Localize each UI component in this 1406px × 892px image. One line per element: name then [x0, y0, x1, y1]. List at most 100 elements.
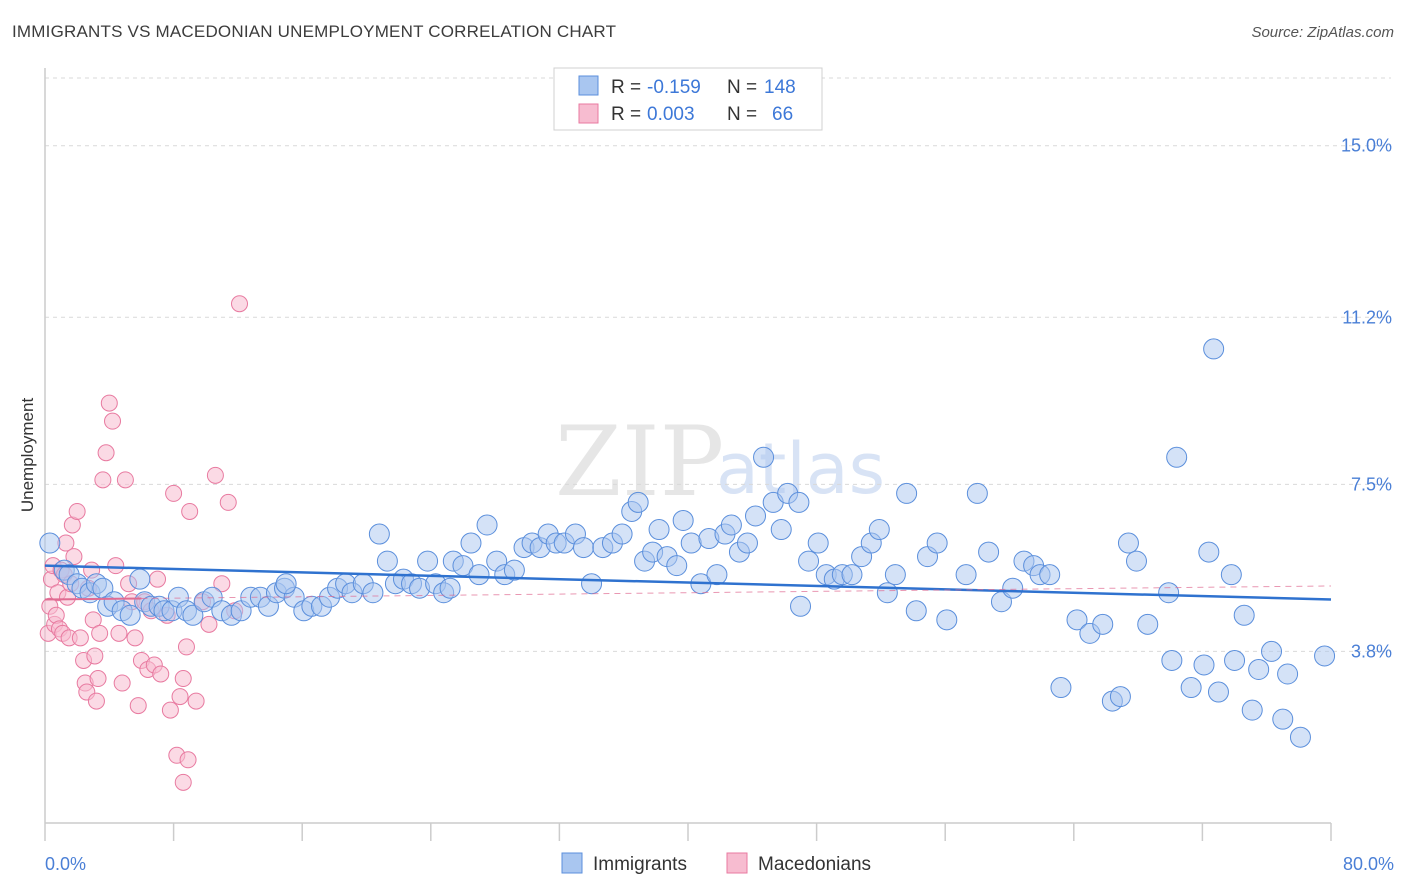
immigrants-point	[680, 532, 702, 554]
immigrants-point	[1289, 726, 1311, 748]
immigrants-point	[581, 573, 603, 595]
macedonians-point	[213, 575, 231, 593]
x-tick-label-max: 80.0%	[1343, 854, 1394, 874]
macedonians-point	[231, 295, 249, 313]
immigrants-point	[1233, 604, 1255, 626]
macedonians-point	[116, 471, 134, 489]
immigrants-point	[807, 532, 829, 554]
immigrants-point	[1241, 699, 1263, 721]
immigrants-point	[736, 532, 758, 554]
immigrants-point	[1180, 677, 1202, 699]
immigrants-point	[1261, 640, 1283, 662]
immigrants-point	[1277, 663, 1299, 685]
immigrants-point	[1198, 541, 1220, 563]
immigrants-points	[39, 338, 1336, 748]
macedonians-point	[97, 444, 115, 462]
immigrants-point	[1066, 609, 1088, 631]
macedonians-point	[104, 412, 122, 430]
bottom-legend-label-macedonians: Macedonians	[758, 854, 871, 875]
legend-n-value-macedonians: 66	[772, 104, 793, 125]
immigrants-point	[1314, 645, 1336, 667]
immigrants-point	[876, 582, 898, 604]
immigrants-point	[376, 550, 398, 572]
macedonians-point	[174, 773, 192, 791]
macedonians-point	[86, 647, 104, 665]
immigrants-point	[1193, 654, 1215, 676]
macedonians-point	[113, 674, 131, 692]
immigrants-point	[119, 604, 141, 626]
immigrants-point	[905, 600, 927, 622]
legend-n-label-immigrants: N =	[727, 77, 757, 98]
chart-source: Source: ZipAtlas.com	[1251, 24, 1394, 41]
trend-lines	[44, 564, 1332, 601]
bottom-legend-swatch-immigrants	[561, 852, 583, 874]
macedonians-point	[171, 688, 189, 706]
immigrants-point	[1117, 532, 1139, 554]
macedonians-point	[110, 624, 128, 642]
bottom-legend-swatch-macedonians	[726, 852, 748, 874]
macedonians-point	[71, 629, 89, 647]
immigrants-point	[275, 573, 297, 595]
immigrants-point	[955, 564, 977, 586]
macedonians-point	[149, 570, 167, 588]
immigrants-point	[417, 550, 439, 572]
macedonians-point	[179, 751, 197, 769]
immigrants-point	[788, 491, 810, 513]
immigrants-point	[706, 564, 728, 586]
y-tick-label: 3.8%	[1351, 641, 1392, 661]
macedonians-point	[181, 502, 199, 520]
immigrants-point	[790, 595, 812, 617]
immigrants-point	[884, 564, 906, 586]
immigrants-point	[439, 577, 461, 599]
legend-n-value-immigrants: 148	[764, 77, 796, 98]
macedonians-point	[161, 701, 179, 719]
macedonians-point	[219, 493, 237, 511]
tick-labels: 3.8% 7.5% 11.2% 15.0% 0.0% 80.0%	[45, 136, 1394, 874]
immigrants-point	[573, 537, 595, 559]
immigrants-point	[1002, 577, 1024, 599]
immigrants-point	[666, 555, 688, 577]
immigrants-point	[978, 541, 1000, 563]
macedonians-point	[129, 697, 147, 715]
macedonians-point	[89, 670, 107, 688]
macedonians-point	[177, 638, 195, 656]
macedonians-point	[174, 670, 192, 688]
immigrants-point	[966, 482, 988, 504]
immigrants-point	[896, 482, 918, 504]
immigrants-point	[39, 532, 61, 554]
immigrants-point	[1039, 564, 1061, 586]
immigrants-point	[1125, 550, 1147, 572]
bottom-legend: Immigrants Macedonians	[561, 852, 871, 875]
immigrants-point	[182, 604, 204, 626]
immigrants-point	[770, 519, 792, 541]
chart-title: IMMIGRANTS VS MACEDONIAN UNEMPLOYMENT CO…	[12, 22, 617, 41]
immigrants-point	[1272, 708, 1294, 730]
immigrants-point	[1137, 613, 1159, 635]
macedonians-point	[200, 615, 218, 633]
legend-r-value-macedonians: 0.003	[647, 104, 695, 125]
immigrants-trend-line	[44, 564, 1332, 601]
immigrants-point	[672, 509, 694, 531]
macedonians-trend-extension	[141, 585, 1332, 599]
immigrants-point	[1109, 686, 1131, 708]
immigrants-point	[936, 609, 958, 631]
immigrants-point	[868, 519, 890, 541]
legend-swatch-immigrants	[578, 75, 599, 96]
immigrants-point	[468, 564, 490, 586]
macedonians-point	[187, 692, 205, 710]
macedonians-point	[68, 502, 86, 520]
immigrants-point	[841, 564, 863, 586]
immigrants-point	[611, 523, 633, 545]
immigrants-point	[1092, 613, 1114, 635]
immigrants-point	[362, 582, 384, 604]
x-tick-label-min: 0.0%	[45, 854, 86, 874]
legend-r-label-immigrants: R =	[611, 77, 641, 98]
y-tick-label: 15.0%	[1341, 136, 1392, 156]
legend-n-label-macedonians: N =	[727, 104, 757, 125]
macedonians-points	[39, 295, 249, 791]
immigrants-point	[753, 446, 775, 468]
legend-swatch-macedonians	[578, 103, 599, 124]
immigrants-point	[926, 532, 948, 554]
immigrants-point	[1166, 446, 1188, 468]
